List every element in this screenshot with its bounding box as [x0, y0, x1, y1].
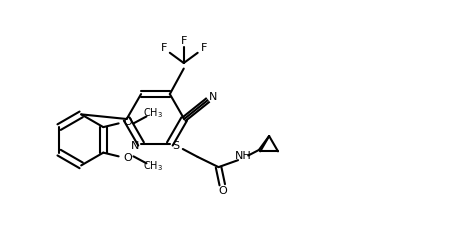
Text: O: O — [123, 153, 132, 163]
Text: O: O — [123, 117, 132, 127]
Text: N: N — [131, 141, 139, 151]
Text: NH: NH — [235, 151, 251, 161]
Text: N: N — [209, 92, 217, 102]
Text: F: F — [180, 36, 187, 46]
Text: O: O — [218, 186, 226, 196]
Text: S: S — [172, 141, 179, 151]
Text: CH$_3$: CH$_3$ — [143, 160, 163, 174]
Text: CH$_3$: CH$_3$ — [143, 106, 163, 120]
Text: F: F — [200, 43, 206, 53]
Text: F: F — [160, 43, 167, 53]
